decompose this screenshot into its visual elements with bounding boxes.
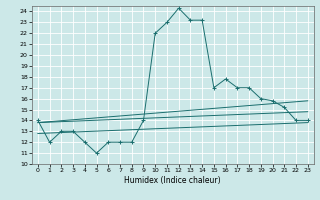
X-axis label: Humidex (Indice chaleur): Humidex (Indice chaleur)	[124, 176, 221, 185]
